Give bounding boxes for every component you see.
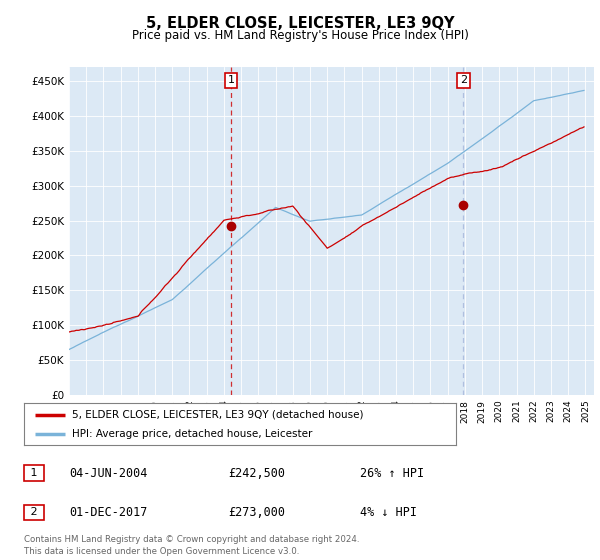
Text: HPI: Average price, detached house, Leicester: HPI: Average price, detached house, Leic… (71, 429, 312, 439)
Text: Contains HM Land Registry data © Crown copyright and database right 2024.
This d: Contains HM Land Registry data © Crown c… (24, 535, 359, 556)
Text: Price paid vs. HM Land Registry's House Price Index (HPI): Price paid vs. HM Land Registry's House … (131, 29, 469, 42)
Text: 5, ELDER CLOSE, LEICESTER, LE3 9QY: 5, ELDER CLOSE, LEICESTER, LE3 9QY (146, 16, 454, 31)
Text: 04-JUN-2004: 04-JUN-2004 (69, 466, 148, 480)
Text: £273,000: £273,000 (228, 506, 285, 519)
Text: 26% ↑ HPI: 26% ↑ HPI (360, 466, 424, 480)
Text: 4% ↓ HPI: 4% ↓ HPI (360, 506, 417, 519)
Text: 1: 1 (227, 76, 235, 85)
Text: £242,500: £242,500 (228, 466, 285, 480)
Text: 01-DEC-2017: 01-DEC-2017 (69, 506, 148, 519)
Text: 1: 1 (27, 468, 41, 478)
Text: 5, ELDER CLOSE, LEICESTER, LE3 9QY (detached house): 5, ELDER CLOSE, LEICESTER, LE3 9QY (deta… (71, 409, 363, 419)
Text: 2: 2 (27, 507, 41, 517)
Text: 2: 2 (460, 76, 467, 85)
